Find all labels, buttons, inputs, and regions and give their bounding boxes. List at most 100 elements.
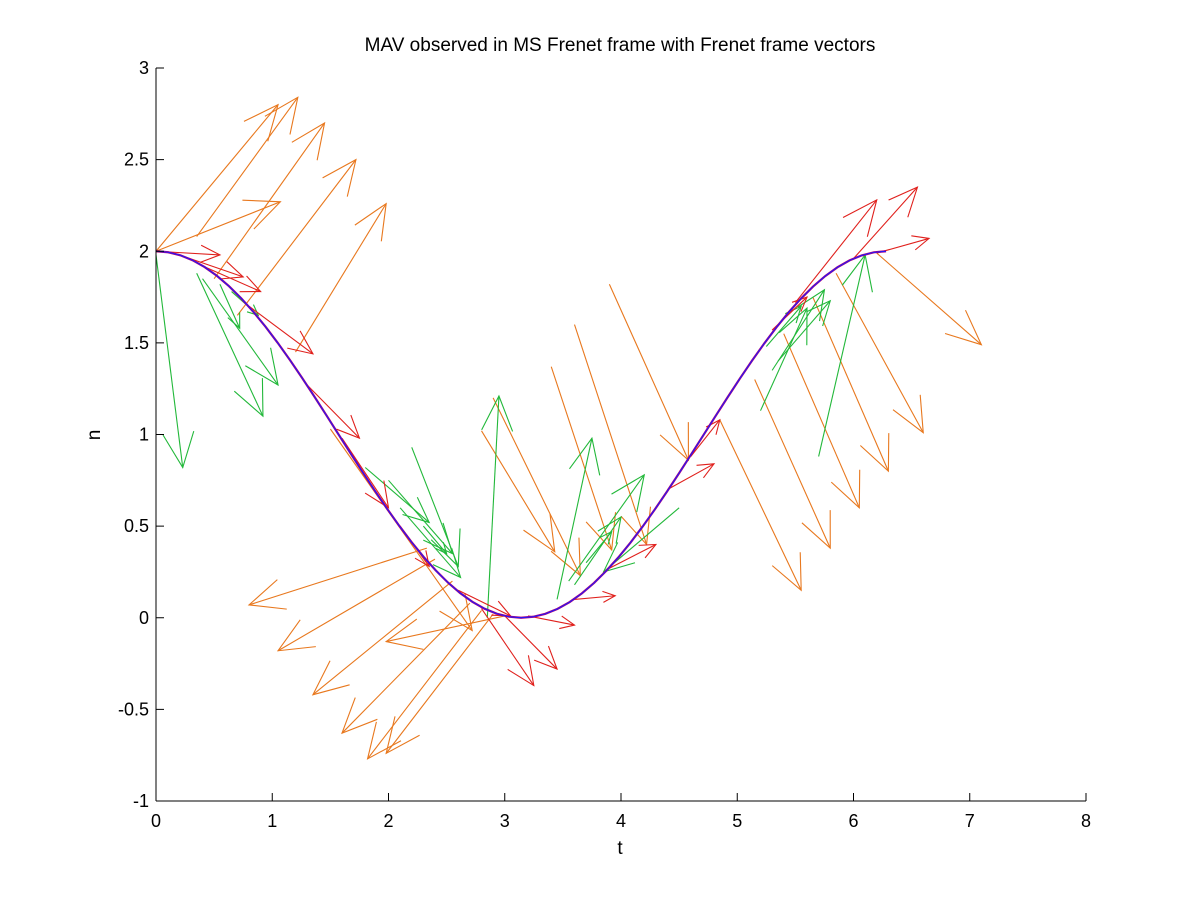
y-tick-label: -1 — [133, 791, 149, 811]
vector-shaft — [835, 272, 924, 433]
x-tick-label: 8 — [1081, 811, 1091, 831]
vector-shaft — [568, 474, 645, 582]
vector-arrowhead — [481, 394, 514, 432]
vector-shaft — [306, 384, 360, 439]
x-tick-label: 1 — [267, 811, 277, 831]
orange-vector-arrow — [719, 419, 802, 592]
vector-arrowhead — [385, 716, 420, 755]
vector-shaft — [492, 397, 581, 576]
vector-shaft — [202, 265, 261, 293]
x-tick-label: 6 — [848, 811, 858, 831]
vector-shaft — [422, 525, 448, 554]
orange-vector-arrow — [481, 430, 556, 553]
green-vector-arrow — [219, 284, 241, 330]
y-axis-title: n — [84, 430, 105, 441]
y-tick-label: 2 — [139, 241, 149, 261]
vector-arrowhead — [559, 615, 576, 630]
vector-shaft — [196, 273, 264, 417]
orange-vector-arrow — [295, 202, 387, 353]
vector-shaft — [388, 479, 453, 554]
red-vector-arrow — [853, 186, 919, 259]
vector-shaft — [794, 199, 878, 303]
green-vector-arrow — [155, 254, 195, 469]
orange-vector-arrow — [155, 199, 282, 252]
vector-shaft — [458, 589, 511, 617]
axes: 0 1 2 3 4 5 6 7 8 -1 -0.5 0 0.5 1 1.5 2 2.5 3 — [118, 58, 1091, 831]
vector-arrowhead — [423, 522, 454, 555]
vector-arrowhead — [276, 619, 316, 652]
vector-shaft — [486, 395, 500, 618]
vector-shaft — [754, 379, 831, 549]
vector-arrowhead — [364, 480, 390, 509]
vector-arrowhead — [366, 721, 402, 760]
vector-arrowhead — [911, 235, 931, 251]
vector-shaft — [719, 419, 802, 591]
vector-arrowhead — [771, 552, 802, 592]
x-tick-label: 5 — [732, 811, 742, 831]
vector-arrowhead — [233, 378, 264, 418]
green-vector-arrow — [481, 394, 514, 618]
curve-series — [155, 250, 887, 619]
x-tick-label: 4 — [616, 811, 626, 831]
vector-arrowhead — [245, 347, 279, 387]
vector-shaft — [312, 580, 453, 696]
green-vector-series — [155, 253, 873, 618]
vector-shaft — [585, 531, 613, 564]
orange-vector-arrow — [155, 103, 279, 252]
vector-shaft — [196, 96, 299, 237]
vector-arrowhead — [830, 469, 861, 510]
vector-arrowhead — [892, 394, 924, 434]
vector-arrowhead — [611, 473, 646, 513]
vector-arrowhead — [199, 244, 222, 263]
plot-area — [155, 96, 983, 760]
vector-shaft — [341, 602, 471, 734]
red-vector-arrow — [574, 590, 617, 603]
vector-arrowhead — [246, 304, 260, 317]
x-tick-label: 7 — [965, 811, 975, 831]
vector-arrowhead — [414, 550, 430, 568]
green-vector-arrow — [759, 306, 808, 411]
vector-arrowhead — [435, 542, 448, 555]
vector-arrowhead — [533, 645, 559, 671]
y-axis-ticks: -1 -0.5 0 0.5 1 1.5 2 2.5 3 — [118, 58, 164, 811]
vector-arrowhead — [801, 510, 831, 550]
green-vector-arrow — [777, 299, 832, 362]
x-axis-title: t — [617, 838, 623, 859]
vector-shaft — [853, 186, 918, 259]
vector-arrowhead — [384, 618, 424, 650]
vector-shaft — [504, 615, 558, 670]
chart-title: MAV observed in MS Frenet frame with Fre… — [365, 35, 876, 56]
orange-vector-arrow — [196, 96, 299, 237]
vector-arrowhead — [597, 515, 622, 544]
vector-shaft — [667, 463, 715, 490]
x-tick-label: 2 — [383, 811, 393, 831]
vector-arrowhead — [247, 579, 287, 610]
vector-shaft — [818, 254, 866, 457]
vector-arrowhead — [842, 198, 878, 237]
vector-shaft — [765, 305, 802, 347]
x-axis-ticks: 0 1 2 3 4 5 6 7 8 — [151, 793, 1091, 831]
vector-shaft — [399, 507, 461, 578]
y-tick-label: 2.5 — [124, 150, 149, 170]
vector-shaft — [876, 252, 982, 346]
vector-arrowhead — [162, 430, 195, 469]
vector-arrowhead — [602, 542, 636, 573]
orange-vector-arrow — [385, 613, 494, 755]
vector-shaft — [411, 447, 459, 567]
red-vector-arrow — [481, 608, 535, 687]
orange-vector-arrow — [247, 547, 428, 610]
vector-arrowhead — [696, 463, 716, 479]
vector-arrowhead — [239, 275, 262, 293]
vector-arrowhead — [264, 96, 299, 135]
orange-vector-arrow — [366, 610, 482, 760]
vector-shaft — [690, 419, 721, 457]
vector-shaft — [481, 608, 535, 686]
orange-vector-arrow — [876, 252, 983, 346]
vector-arrowhead — [638, 543, 658, 559]
red-vector-series — [155, 186, 931, 687]
vector-shaft — [481, 430, 556, 553]
red-vector-arrow — [248, 305, 315, 355]
green-vector-arrow — [556, 436, 601, 600]
